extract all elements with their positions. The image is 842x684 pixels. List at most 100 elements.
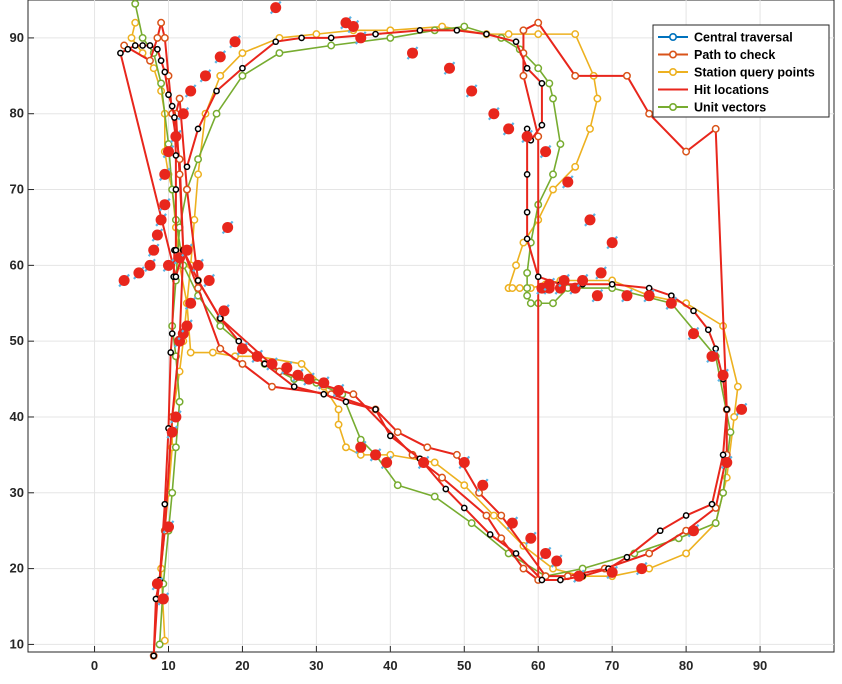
series-point <box>682 549 691 558</box>
series-point <box>645 109 654 118</box>
hit-location-marker <box>717 369 729 381</box>
series-point <box>523 125 531 133</box>
series-point <box>216 71 225 80</box>
legend[interactable]: Central traversal Path to check Station qu… <box>652 24 830 118</box>
axis-ticks: 0 10 20 30 40 50 60 70 80 90 10 20 30 40 50 60 70 80 90 <box>10 30 768 673</box>
series-point <box>534 64 543 73</box>
series-point <box>593 94 602 103</box>
series-point <box>298 34 305 42</box>
series-point <box>131 42 139 49</box>
series-point <box>216 344 225 353</box>
series-point <box>571 30 580 39</box>
series-point <box>667 292 675 300</box>
series-point <box>272 38 280 46</box>
hit-location-marker <box>621 290 633 302</box>
hit-location-marker <box>318 377 330 389</box>
hit-markers <box>118 0 748 606</box>
legend-item-central-traversal[interactable]: Central traversal <box>658 31 793 45</box>
legend-item-unit-vectors[interactable]: Unit vectors <box>658 101 766 115</box>
series-point <box>172 273 180 281</box>
series-point <box>519 71 528 80</box>
hit-location-marker <box>407 47 419 59</box>
hit-location-marker <box>199 70 211 82</box>
series-point <box>571 162 580 171</box>
series-point <box>460 22 469 31</box>
hit-location-marker <box>688 525 700 537</box>
series-point <box>167 349 175 356</box>
hit-location-marker <box>162 146 174 158</box>
y-tick-label: 80 <box>10 106 24 121</box>
hit-location-marker <box>192 259 204 271</box>
legend-label: Station query points <box>694 66 815 80</box>
series-point <box>708 500 716 508</box>
hit-location-marker <box>418 456 430 468</box>
x-tick-label: 0 <box>91 658 98 673</box>
series-point <box>460 481 469 490</box>
hit-location-marker <box>166 426 178 438</box>
series-point <box>726 428 735 437</box>
series-point <box>194 277 202 284</box>
hit-location-marker <box>118 275 130 287</box>
hit-location-marker <box>157 593 169 605</box>
hit-location-marker <box>506 517 518 529</box>
legend-label: Unit vectors <box>694 101 766 115</box>
hit-location-marker <box>281 362 293 374</box>
series-point <box>327 34 335 42</box>
series-point <box>194 284 203 293</box>
y-tick-label: 60 <box>10 257 24 272</box>
series-point <box>334 405 343 414</box>
y-tick-label: 70 <box>10 182 24 197</box>
hit-location-marker <box>521 130 533 142</box>
series-point <box>160 636 169 645</box>
hit-location-marker <box>584 214 596 226</box>
series-point <box>497 511 506 520</box>
series-point <box>730 413 739 421</box>
series-point <box>175 94 184 103</box>
series-point <box>534 132 543 141</box>
legend-item-path-to-check[interactable]: Path to check <box>658 48 775 62</box>
series-point <box>549 299 557 308</box>
hit-location-marker <box>185 85 197 97</box>
series-point <box>320 390 328 398</box>
series-point <box>512 38 520 46</box>
x-tick-label: 70 <box>605 658 619 673</box>
legend-swatch-marker <box>668 68 677 77</box>
legend-label: Hit locations <box>694 83 769 97</box>
hit-location-marker <box>340 17 352 29</box>
series-point <box>549 185 557 194</box>
series-point <box>386 432 394 440</box>
series-point <box>467 519 476 528</box>
series-path-to-check <box>120 18 731 660</box>
hit-location-marker <box>370 449 382 461</box>
series-point <box>526 299 535 308</box>
series-point <box>711 124 720 133</box>
series-point <box>733 382 742 391</box>
series-point <box>261 360 268 368</box>
series-point <box>172 186 180 193</box>
hit-location-marker <box>540 547 552 559</box>
series-point <box>372 30 379 38</box>
hit-location-marker <box>540 146 552 158</box>
series-point <box>161 68 169 76</box>
hit-location-marker <box>303 373 315 385</box>
series-point <box>168 102 176 110</box>
hit-location-marker <box>155 214 167 226</box>
hit-location-marker <box>606 237 618 249</box>
series-point <box>534 18 543 27</box>
hit-location-marker <box>636 563 648 575</box>
legend-item-station-query-points[interactable]: Station query points <box>658 66 815 80</box>
series-point <box>297 359 306 368</box>
hit-location-marker <box>477 479 489 491</box>
series-point <box>146 56 154 65</box>
hit-location-marker <box>466 85 478 97</box>
series-point <box>194 170 203 179</box>
x-tick-label: 40 <box>383 658 397 673</box>
legend-item-hit-locations[interactable]: Hit locations <box>658 83 769 97</box>
series-point <box>183 185 191 194</box>
y-tick-label: 30 <box>10 485 24 500</box>
series-point <box>453 26 461 34</box>
series-point <box>155 640 164 649</box>
series-point <box>393 428 402 437</box>
series-point <box>171 443 180 452</box>
